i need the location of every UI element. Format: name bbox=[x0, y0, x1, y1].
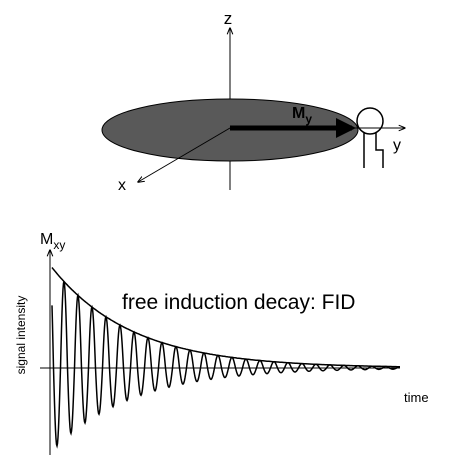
my-sub: y bbox=[305, 112, 312, 126]
fid-title: free induction decay: FID bbox=[122, 291, 355, 314]
signal-label: signal intensity bbox=[14, 296, 28, 375]
y-label: y bbox=[393, 137, 401, 154]
mxy-main: M bbox=[40, 231, 53, 248]
mxy-label: Mxy bbox=[40, 231, 65, 252]
mxy-sub: xy bbox=[53, 238, 65, 252]
my-main: M bbox=[292, 105, 305, 122]
my-label: My bbox=[292, 105, 312, 126]
z-label: z bbox=[224, 9, 233, 28]
x-label: x bbox=[118, 177, 126, 194]
time-label: time bbox=[404, 390, 429, 405]
fid-signal bbox=[51, 281, 400, 449]
x-axis bbox=[138, 127, 231, 182]
envelope bbox=[51, 267, 400, 368]
receiver-coil bbox=[356, 107, 384, 168]
